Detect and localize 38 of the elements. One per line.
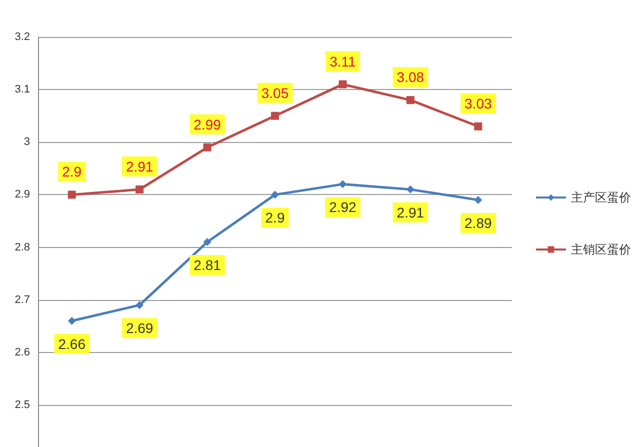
data-label: 2.89 <box>464 214 492 231</box>
point <box>338 180 347 188</box>
data-label: 2.99 <box>194 116 222 132</box>
data-label: 2.66 <box>58 336 86 352</box>
y-tick-label: 2.6 <box>14 346 30 358</box>
legend-label: 主产区蛋价 <box>571 190 631 204</box>
y-tick-label: 3.2 <box>14 31 30 43</box>
data-label: 3.11 <box>330 53 356 70</box>
data-label: 2.92 <box>329 199 357 216</box>
point <box>406 96 414 104</box>
data-label: 2.69 <box>126 320 154 336</box>
point <box>338 80 347 88</box>
point <box>136 301 144 310</box>
data-label: 2.91 <box>126 158 154 174</box>
point <box>68 316 76 325</box>
point <box>203 238 212 246</box>
y-tick-label: 2.5 <box>14 398 30 411</box>
data-label: 2.91 <box>396 204 424 220</box>
y-tick-label: 2.8 <box>14 241 30 254</box>
point <box>136 185 144 194</box>
data-label: 3.08 <box>396 69 424 86</box>
point <box>474 196 482 204</box>
point <box>271 112 279 120</box>
data-label: 2.81 <box>194 257 222 273</box>
point <box>271 190 279 199</box>
y-tick-label: 3 <box>24 136 30 148</box>
point <box>68 190 76 199</box>
point <box>203 143 212 152</box>
point <box>406 185 414 194</box>
data-label: 2.9 <box>62 164 82 180</box>
data-label: 2.9 <box>265 210 285 226</box>
y-tick-label: 2.7 <box>14 294 30 306</box>
y-tick-label: 3.1 <box>14 84 30 96</box>
data-label: 3.05 <box>261 84 289 101</box>
y-tick-label: 2.9 <box>14 188 30 201</box>
legend-label: 主销区蛋价 <box>571 242 631 256</box>
point <box>474 122 482 130</box>
data-label: 3.03 <box>464 95 492 112</box>
